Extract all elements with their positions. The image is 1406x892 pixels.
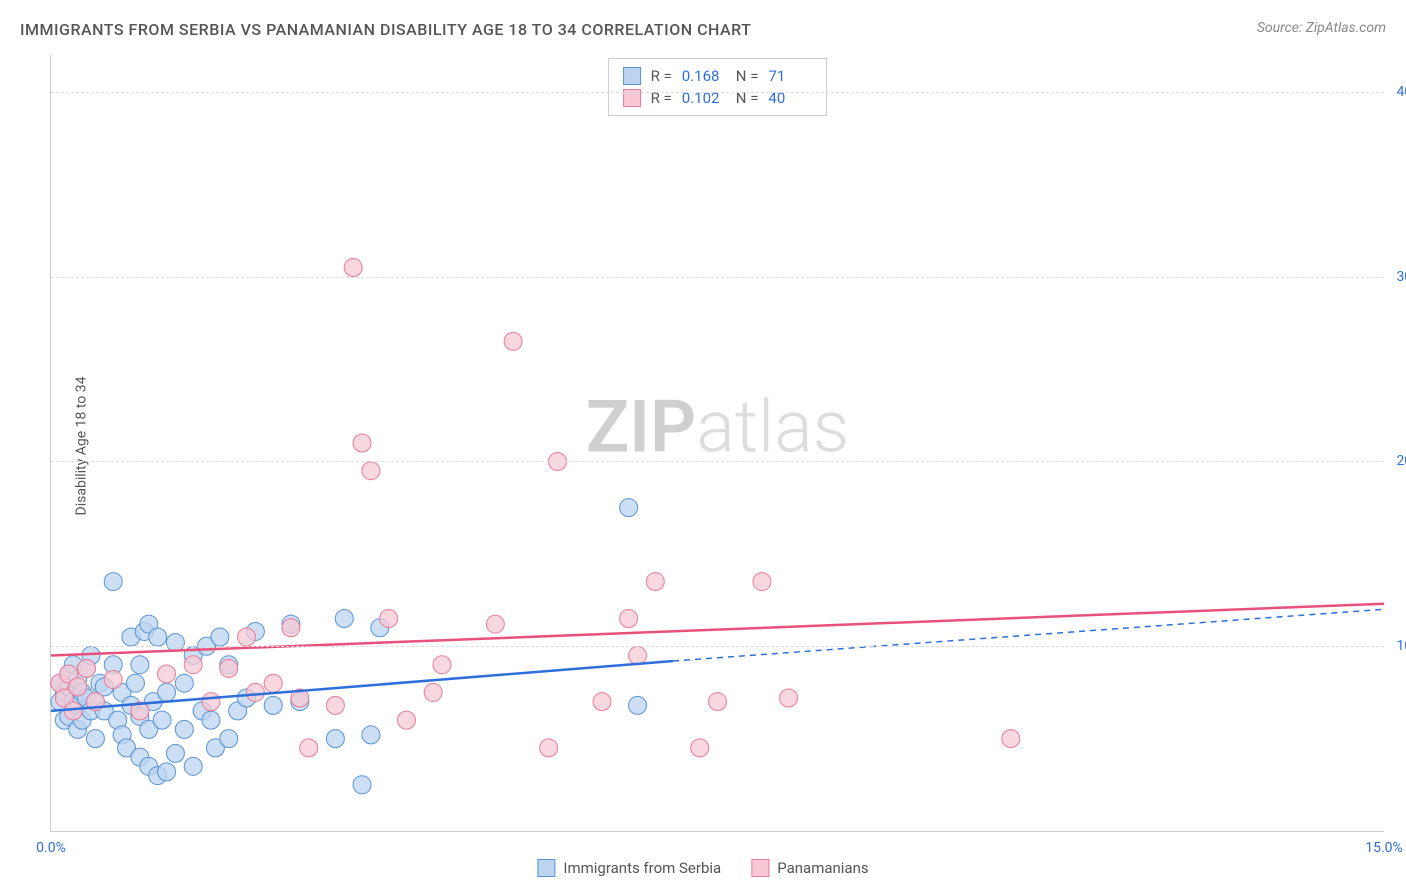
scatter-point	[184, 656, 202, 674]
y-tick-label: 30.0%	[1389, 269, 1406, 285]
scatter-point	[504, 332, 522, 350]
scatter-point	[184, 757, 202, 775]
scatter-point	[397, 711, 415, 729]
scatter-point	[238, 628, 256, 646]
chart-title: IMMIGRANTS FROM SERBIA VS PANAMANIAN DIS…	[20, 20, 751, 39]
scatter-point	[753, 573, 771, 591]
scatter-point	[131, 656, 149, 674]
scatter-point	[353, 434, 371, 452]
scatter-point	[424, 683, 442, 701]
scatter-point	[126, 674, 144, 692]
scatter-point	[344, 258, 362, 276]
scatter-point	[709, 693, 727, 711]
scatter-point	[166, 634, 184, 652]
gridline	[51, 646, 1384, 647]
scatter-point	[104, 670, 122, 688]
bottom-legend-label: Panamanians	[777, 859, 868, 877]
scatter-point	[104, 573, 122, 591]
scatter-point	[158, 763, 176, 781]
chart-source: Source: ZipAtlas.com	[1257, 20, 1386, 36]
scatter-point	[486, 615, 504, 633]
gridline	[51, 277, 1384, 278]
scatter-point	[300, 739, 318, 757]
scatter-point	[691, 739, 709, 757]
scatter-point	[78, 659, 96, 677]
scatter-point	[158, 665, 176, 683]
scatter-point	[620, 499, 638, 517]
scatter-point	[593, 693, 611, 711]
plot-area: ZIPatlas R = 0.168 N = 71 R = 0.102 N = …	[50, 55, 1384, 832]
scatter-point	[646, 573, 664, 591]
chart-container: IMMIGRANTS FROM SERBIA VS PANAMANIAN DIS…	[0, 0, 1406, 892]
scatter-point	[158, 683, 176, 701]
scatter-point	[153, 711, 171, 729]
scatter-point	[326, 696, 344, 714]
scatter-point	[202, 711, 220, 729]
scatter-point	[86, 730, 104, 748]
scatter-point	[380, 610, 398, 628]
scatter-point	[220, 659, 238, 677]
scatter-point	[202, 693, 220, 711]
legend-swatch-icon	[537, 859, 555, 877]
y-tick-label: 10.0%	[1389, 638, 1406, 654]
scatter-point	[620, 610, 638, 628]
scatter-point	[540, 739, 558, 757]
scatter-point	[629, 696, 647, 714]
scatter-point	[246, 683, 264, 701]
gridline	[51, 92, 1384, 93]
scatter-point	[326, 730, 344, 748]
scatter-point	[211, 628, 229, 646]
scatter-point	[220, 730, 238, 748]
scatter-point	[175, 674, 193, 692]
scatter-point	[166, 744, 184, 762]
scatter-point	[335, 610, 353, 628]
plot-svg	[51, 55, 1384, 831]
bottom-legend-item: Immigrants from Serbia	[537, 859, 721, 877]
scatter-point	[264, 674, 282, 692]
scatter-point	[629, 646, 647, 664]
bottom-legend-item: Panamanians	[751, 859, 868, 877]
y-tick-label: 20.0%	[1389, 453, 1406, 469]
scatter-point	[433, 656, 451, 674]
gridline	[51, 461, 1384, 462]
scatter-point	[69, 678, 87, 696]
bottom-legend: Immigrants from Serbia Panamanians	[537, 859, 868, 877]
scatter-point	[64, 702, 82, 720]
scatter-point	[264, 696, 282, 714]
scatter-point	[780, 689, 798, 707]
scatter-point	[282, 619, 300, 637]
bottom-legend-label: Immigrants from Serbia	[563, 859, 721, 877]
scatter-point	[362, 462, 380, 480]
x-tick-label: 15.0%	[1365, 840, 1403, 856]
legend-swatch-icon	[751, 859, 769, 877]
scatter-point	[362, 726, 380, 744]
scatter-point	[149, 628, 167, 646]
x-tick-label: 0.0%	[36, 840, 66, 856]
scatter-point	[1002, 730, 1020, 748]
scatter-point	[353, 776, 371, 794]
scatter-point	[175, 720, 193, 738]
y-tick-label: 40.0%	[1389, 84, 1406, 100]
